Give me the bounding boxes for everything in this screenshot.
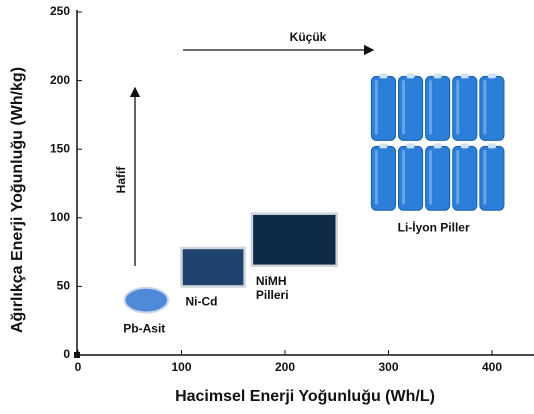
chart: Küçük Hafif Hacimsel Enerji Yoğunluğu (W… <box>0 0 534 414</box>
region <box>125 288 168 313</box>
x-tick-label: 400 <box>482 360 502 374</box>
x-tick-label: 200 <box>275 360 295 374</box>
cell-cap <box>379 143 387 148</box>
cell-cap <box>488 73 496 78</box>
y-tick-label: 250 <box>50 4 70 18</box>
cell-cap <box>488 143 496 148</box>
region <box>252 214 337 266</box>
cell-shine <box>375 150 378 204</box>
region-label: Li-İyon Piller <box>398 219 470 234</box>
y-tick-label: 50 <box>57 279 71 293</box>
cell-cap <box>379 73 387 78</box>
y-tick-label: 100 <box>50 210 70 224</box>
cell-shine <box>483 80 486 134</box>
cell-cap <box>461 143 469 148</box>
y-tick-label: 200 <box>50 73 70 87</box>
cell-cap <box>407 73 415 78</box>
cell-shine <box>429 80 432 134</box>
y-axis-title: Ağırlıkça Enerji Yoğunluğu (Wh/kg) <box>9 67 26 333</box>
x-axis-title: Hacimsel Enerji Yoğunluğu (Wh/L) <box>175 388 435 405</box>
x-tick-label: 0 <box>75 360 82 374</box>
cell-shine <box>456 80 459 134</box>
region <box>182 248 245 286</box>
cell-cap <box>434 73 442 78</box>
cell-shine <box>402 150 405 204</box>
region <box>371 73 504 210</box>
annotation: Küçük <box>290 30 327 44</box>
cell-shine <box>483 150 486 204</box>
y-tick-label: 0 <box>63 347 70 361</box>
region-label: Pb-Asit <box>123 322 165 336</box>
region-label: Ni-Cd <box>186 295 218 309</box>
annotation: Hafif <box>114 166 128 194</box>
cell-cap <box>407 143 415 148</box>
cell-shine <box>402 80 405 134</box>
cell-shine <box>375 80 378 134</box>
x-tick-label: 100 <box>171 360 191 374</box>
cell-cap <box>434 143 442 148</box>
cell-cap <box>461 73 469 78</box>
x-tick-label: 300 <box>378 360 398 374</box>
cell-shine <box>456 150 459 204</box>
y-tick-label: 150 <box>50 141 70 155</box>
cell-shine <box>429 150 432 204</box>
